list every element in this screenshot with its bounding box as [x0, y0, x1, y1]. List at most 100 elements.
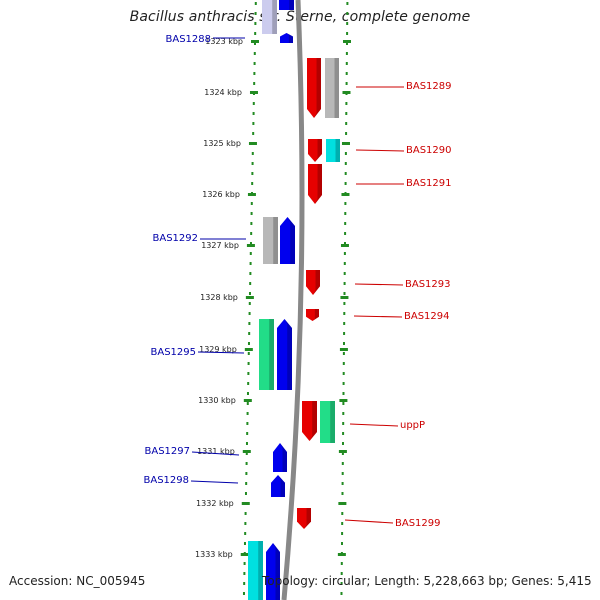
gene-shading — [313, 270, 320, 295]
ruler-dot — [345, 122, 348, 125]
ruler-dot — [249, 252, 252, 255]
ruler-dot — [345, 132, 348, 135]
ruler-dot — [246, 392, 249, 395]
ruler-dot — [248, 292, 251, 295]
gene-label-bas1297[interactable]: BAS1297 — [145, 446, 191, 457]
gene-label-bas1299[interactable]: BAS1299 — [395, 518, 441, 529]
ruler-tick — [340, 296, 349, 299]
ruler-tick — [338, 450, 347, 453]
ruler-dot — [341, 512, 344, 515]
ruler-tick — [343, 40, 351, 43]
ruler-tick — [244, 348, 253, 351]
gene-arrow-bas1290[interactable] — [308, 139, 322, 162]
ruler-tick — [338, 502, 347, 505]
gene-label-bas1294[interactable]: BAS1294 — [404, 311, 450, 322]
gene-arrow-bas1289[interactable] — [307, 58, 321, 118]
gene-arrow-bas1288[interactable] — [280, 33, 293, 43]
ruler-dot — [341, 462, 344, 465]
ruler-dot — [345, 62, 348, 65]
ruler-tick-label: 1333 kbp — [195, 550, 233, 559]
gene-feature-partial[interactable] — [279, 0, 294, 10]
gene-arrow-uppp[interactable] — [302, 401, 317, 441]
ruler-tick — [339, 399, 348, 402]
ruler-dot — [342, 372, 345, 375]
gene-label-bas1289[interactable]: BAS1289 — [406, 81, 452, 92]
gene-arrow-bas1293[interactable] — [306, 270, 320, 295]
ruler-dot — [343, 292, 346, 295]
ruler-dot — [253, 52, 256, 55]
gene-shading — [273, 543, 280, 600]
gene-box-uppp-green[interactable] — [320, 401, 335, 443]
ruler-dot — [254, 2, 257, 5]
gene-arrow-bas1294[interactable] — [306, 309, 319, 321]
ruler-dot — [251, 162, 254, 165]
ruler-dot — [243, 562, 246, 565]
gene-shading — [287, 217, 295, 264]
ruler-dot — [252, 102, 255, 105]
leader-line — [190, 480, 239, 484]
leader-line — [354, 283, 404, 286]
gene-box-bas1289-gray[interactable] — [325, 58, 339, 118]
gene-label-bas1291[interactable]: BAS1291 — [406, 178, 452, 189]
ruler-dot — [253, 82, 256, 85]
gene-label-bas1288[interactable]: BAS1288 — [166, 34, 212, 45]
ruler-dot — [244, 532, 247, 535]
gene-label-bas1290[interactable]: BAS1290 — [406, 145, 452, 156]
ruler-dot — [345, 42, 348, 45]
ruler-dot — [254, 32, 257, 35]
ruler-dot — [345, 52, 348, 55]
ruler-dot — [342, 412, 345, 415]
ruler-dot — [343, 332, 346, 335]
gene-feature-partial[interactable] — [262, 0, 277, 34]
gene-arrow-bas1299[interactable] — [297, 508, 311, 529]
gene-shading — [315, 164, 322, 204]
ruler-dot — [342, 382, 345, 385]
ruler-dot — [243, 572, 246, 575]
ruler-dot — [250, 202, 253, 205]
ruler-dot — [346, 12, 349, 15]
ruler-tick-label: 1323 kbp — [205, 37, 243, 46]
gene-arrow-bas1295[interactable] — [277, 319, 292, 390]
ruler-dot — [345, 112, 348, 115]
gene-arrow-bottom[interactable] — [266, 543, 280, 600]
ruler-dot — [247, 382, 250, 385]
ruler-tick — [340, 244, 349, 247]
ruler-dot — [248, 322, 251, 325]
gene-shading — [269, 319, 274, 390]
gene-label-bas1293[interactable]: BAS1293 — [405, 279, 451, 290]
ruler-dot — [251, 182, 254, 185]
leader-line — [355, 149, 405, 152]
ruler-dot — [345, 102, 348, 105]
gene-box-bas1292-gray[interactable] — [263, 217, 278, 264]
gene-box-bas1295-green[interactable] — [259, 319, 274, 390]
gene-arrow-bas1298[interactable] — [271, 475, 285, 497]
ruler-dot — [344, 222, 347, 225]
ruler-dot — [346, 22, 349, 25]
ruler-dot — [248, 332, 251, 335]
gene-label-bas1295[interactable]: BAS1295 — [151, 347, 197, 358]
gene-box-bottom-cyan[interactable] — [248, 541, 263, 600]
ruler-tick — [339, 348, 348, 351]
gene-label-bas1292[interactable]: BAS1292 — [153, 233, 199, 244]
ruler-dot — [245, 442, 248, 445]
ruler-dot — [340, 572, 343, 575]
ruler-dot — [246, 422, 249, 425]
gene-label-uppp[interactable]: uppP — [400, 420, 425, 431]
ruler-dot — [243, 582, 246, 585]
ruler-tick — [240, 553, 249, 556]
ruler-dot — [346, 2, 349, 5]
ruler-dot — [246, 412, 249, 415]
gene-arrow-bas1291[interactable] — [308, 164, 322, 204]
ruler-tick — [337, 553, 346, 556]
gene-labels: BAS1288 BAS1292 BAS1295 BAS1297 BAS1298 BAS12… — [144, 34, 452, 529]
ruler-dot — [248, 312, 251, 315]
gene-arrow-bas1292[interactable] — [280, 217, 295, 264]
ruler-dot — [253, 42, 256, 45]
leader-line — [353, 315, 403, 318]
label-leader-lines — [190, 37, 405, 524]
ruler-right — [337, 2, 351, 595]
gene-arrow-bas1297[interactable] — [273, 443, 287, 472]
ruler-dot — [341, 532, 344, 535]
gene-box-bas1290-cyan[interactable] — [326, 139, 340, 162]
gene-label-bas1298[interactable]: BAS1298 — [144, 475, 190, 486]
